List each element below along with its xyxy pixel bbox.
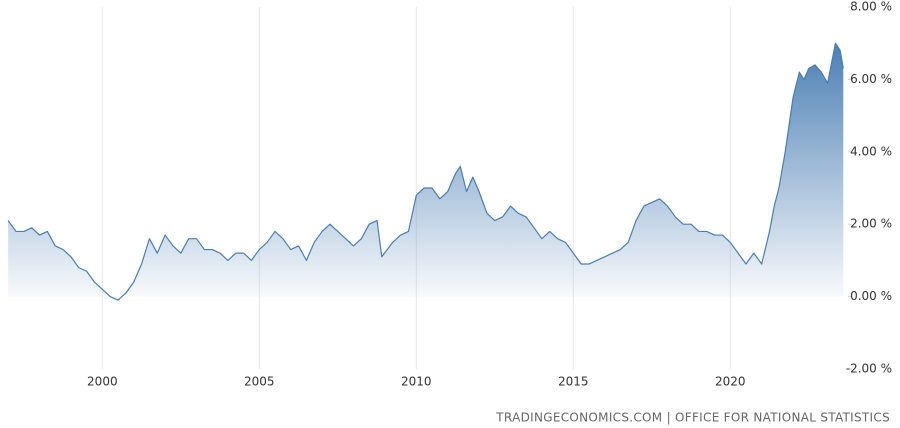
x-tick-label: 2015 [558,375,589,389]
y-tick-label: 4.00 % [850,144,892,158]
area [8,43,844,301]
y-tick-label: 6.00 % [850,72,892,86]
source: TRADINGECONOMICS.COM | OFFICE FOR NATION… [495,411,890,425]
x-tick-label: 2020 [715,375,746,389]
x-tick-label: 2000 [87,375,118,389]
line [7,42,844,301]
x-tick-label: 2005 [244,375,275,389]
y-tick-label: 0.00 % [850,289,892,303]
y-tick-label: 8.00 % [850,0,892,14]
y-tick-label: -2.00 % [846,362,892,376]
x-tick-label: 2010 [401,375,432,389]
y-tick-label: 2.00 % [850,217,892,231]
